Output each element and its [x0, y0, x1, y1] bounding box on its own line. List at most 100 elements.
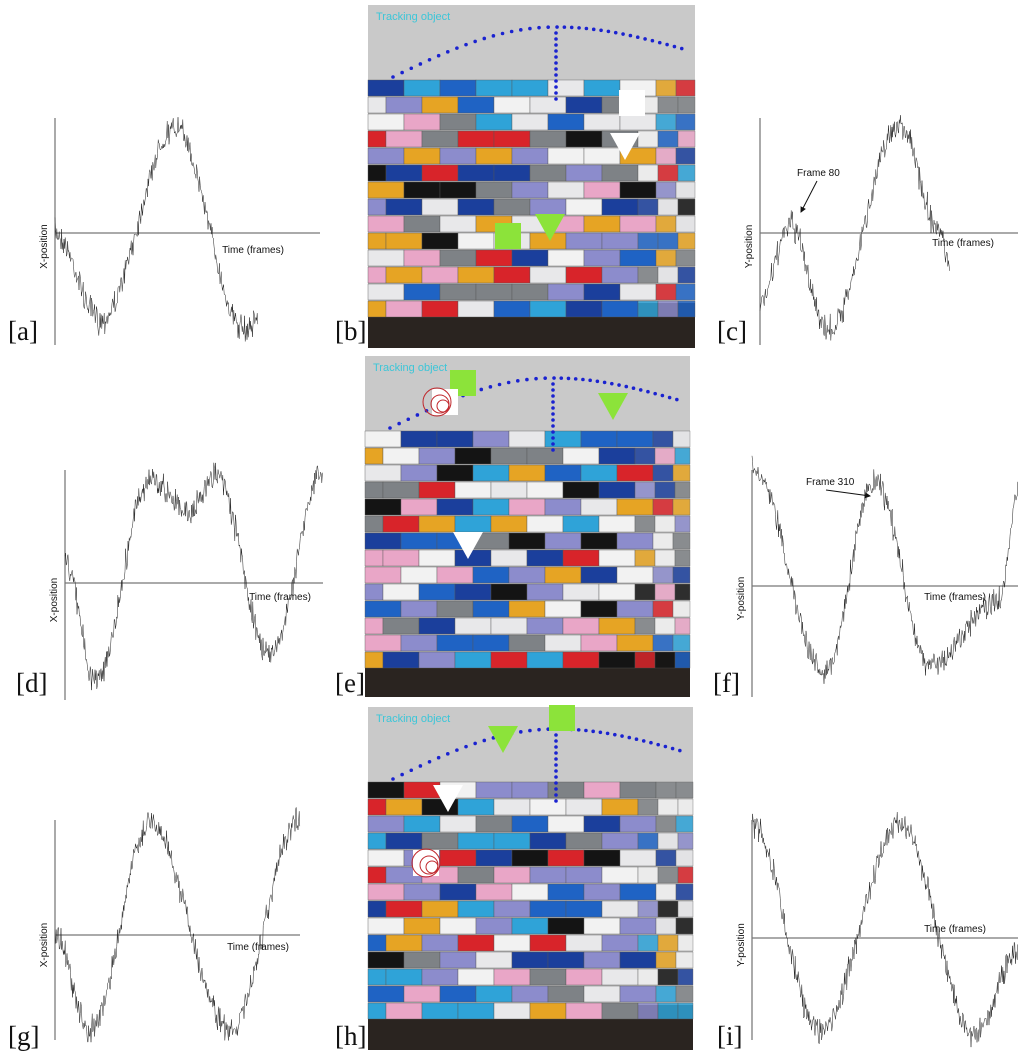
brick: [491, 550, 527, 566]
brick: [678, 267, 695, 283]
brick: [566, 901, 602, 917]
brick: [656, 952, 676, 968]
brick: [530, 935, 566, 951]
photo: Tracking object: [368, 705, 693, 1050]
brick: [494, 901, 530, 917]
brick: [476, 918, 512, 934]
brick: [566, 1003, 602, 1019]
brick: [404, 816, 440, 832]
brick: [509, 499, 545, 515]
brick: [401, 465, 437, 481]
brick: [658, 97, 678, 113]
trajectory-dot: [554, 757, 558, 761]
panel-label: [c]: [717, 316, 747, 346]
brick: [527, 550, 563, 566]
brick: [368, 935, 386, 951]
brick: [548, 986, 584, 1002]
brick: [655, 448, 675, 464]
brick: [656, 884, 676, 900]
trajectory-dot: [599, 730, 603, 734]
trajectory-dot: [409, 768, 413, 772]
trajectory-dot: [603, 381, 607, 385]
brick: [656, 782, 676, 798]
brick: [368, 216, 404, 232]
brick: [678, 97, 695, 113]
brick: [440, 284, 476, 300]
brick: [404, 80, 440, 96]
brick: [676, 216, 695, 232]
brick: [368, 969, 386, 985]
trajectory-dot: [673, 45, 677, 49]
trajectory-dot: [577, 26, 581, 30]
trajectory-dot: [599, 28, 603, 32]
trajectory-dot: [551, 424, 555, 428]
trajectory-dot: [551, 406, 555, 410]
brick: [653, 567, 673, 583]
brick: [656, 182, 676, 198]
trajectory-dot: [516, 379, 520, 383]
trajectory-dot: [554, 79, 558, 83]
brick: [638, 935, 658, 951]
brick: [404, 986, 440, 1002]
brick: [655, 652, 675, 668]
brick: [401, 601, 437, 617]
brick: [440, 80, 476, 96]
brick: [404, 114, 440, 130]
brick: [655, 516, 675, 532]
brick: [675, 516, 690, 532]
panel-label: [g]: [8, 1021, 39, 1051]
trajectory-dot: [678, 749, 682, 753]
trajectory-dot: [554, 781, 558, 785]
brick: [658, 935, 678, 951]
brick: [673, 465, 690, 481]
photo: Tracking object: [365, 356, 690, 697]
brick: [476, 850, 512, 866]
brick: [440, 182, 476, 198]
tracker-square: [619, 90, 645, 116]
trajectory-dot: [629, 34, 633, 38]
trajectory-dot: [528, 27, 532, 31]
brick: [440, 850, 476, 866]
brick: [368, 148, 404, 164]
trajectory-dot: [635, 737, 639, 741]
brick: [458, 199, 494, 215]
brick: [530, 165, 566, 181]
brick: [458, 935, 494, 951]
brick: [530, 799, 566, 815]
trajectory-dot: [596, 379, 600, 383]
brick: [368, 1003, 386, 1019]
brick: [386, 301, 422, 317]
brick: [638, 301, 658, 317]
brick: [368, 182, 404, 198]
brick: [368, 918, 404, 934]
brick: [581, 635, 617, 651]
brick: [620, 952, 656, 968]
brick: [419, 618, 455, 634]
trajectory-dot: [554, 31, 558, 35]
brick: [530, 97, 566, 113]
brick: [440, 114, 476, 130]
panel-label: [d]: [16, 668, 47, 698]
brick: [635, 482, 655, 498]
trajectory-dot: [409, 66, 413, 70]
brick: [678, 199, 695, 215]
brick: [509, 601, 545, 617]
brick: [530, 1003, 566, 1019]
trajectory-dot: [613, 733, 617, 737]
brick: [620, 986, 656, 1002]
brick: [383, 516, 419, 532]
trajectory-dot: [610, 382, 614, 386]
brick: [581, 567, 617, 583]
brick: [655, 550, 675, 566]
trajectory-dot: [636, 35, 640, 39]
brick: [404, 952, 440, 968]
brick: [527, 482, 563, 498]
brick: [658, 799, 678, 815]
brick: [635, 516, 655, 532]
brick: [386, 935, 422, 951]
brick: [676, 986, 693, 1002]
brick: [473, 601, 509, 617]
trajectory-dot: [617, 383, 621, 387]
brick: [678, 165, 695, 181]
brick: [386, 267, 422, 283]
